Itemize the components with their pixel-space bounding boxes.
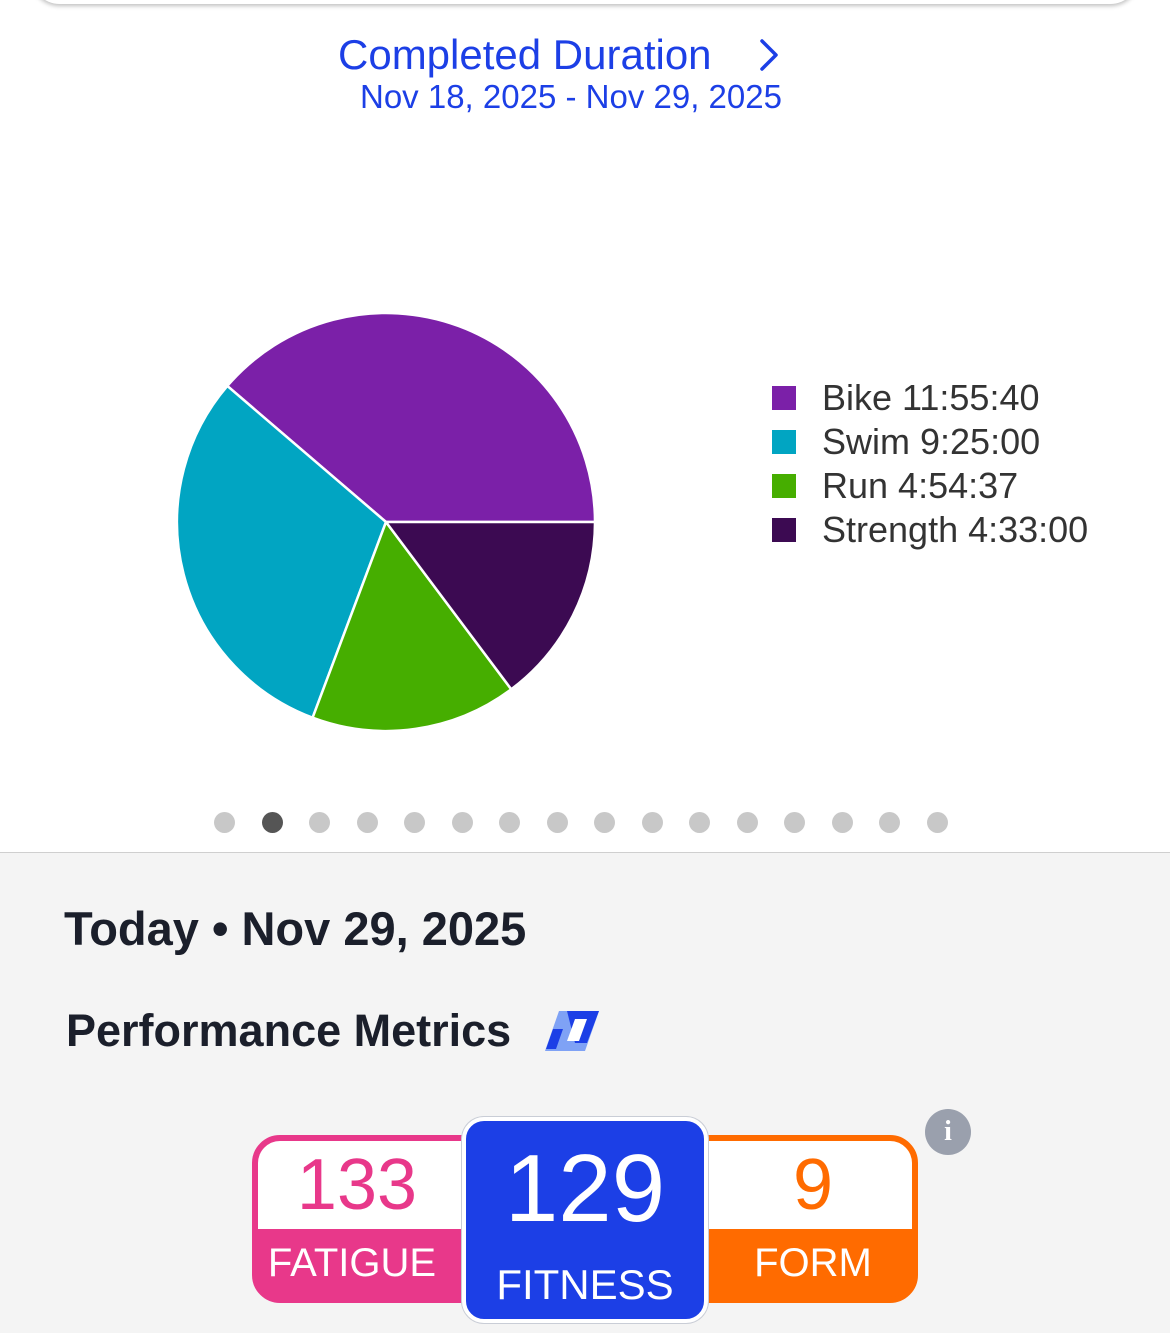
legend-item-strength: Strength 4:33:00 [772,508,1088,552]
chart-title: Completed Duration [338,31,712,78]
legend-swatch [772,386,796,410]
info-icon[interactable]: i [925,1109,971,1155]
chevron-right-icon [759,39,778,71]
fatigue-label: FATIGUE [267,1240,437,1285]
chart-legend: Bike 11:55:40 Swim 9:25:00 Run 4:54:37 Stre… [772,376,1088,552]
fitness-value: 129 [504,1135,666,1242]
fatigue-value: 133 [258,1141,476,1229]
fitness-label: FITNESS [496,1261,674,1308]
page-dot[interactable] [261,812,283,833]
page-dot[interactable] [641,812,663,833]
legend-item-swim: Swim 9:25:00 [772,420,1088,464]
pie-slice-swim [175,384,388,719]
page-indicator[interactable] [214,812,948,833]
form-value: 9 [696,1141,912,1229]
legend-swatch [772,518,796,542]
page-dot[interactable] [546,812,568,833]
pie-slice-run [311,520,513,733]
page-dot[interactable] [404,812,425,833]
page-dot[interactable] [736,812,758,833]
page-dot[interactable] [784,812,805,833]
form-metric[interactable]: 9 FORM [690,1135,918,1303]
metrics-panel: Today • Nov 29, 2025 Performance Metrics… [0,852,1170,1333]
page-dot[interactable] [214,812,235,833]
page-dot[interactable] [831,812,853,833]
duration-pie-chart [175,311,597,733]
page-dot[interactable] [451,812,473,833]
page-dot[interactable] [356,812,378,833]
date-range: Nov 18, 2025 - Nov 29, 2025 [360,78,782,115]
legend-label: Swim 9:25:00 [822,421,1041,462]
legend-label: Bike 11:55:40 [822,377,1040,418]
performance-title: Performance Metrics [66,1005,512,1056]
page-dot[interactable] [309,812,330,833]
page-dot[interactable] [879,812,900,833]
legend-item-bike: Bike 11:55:40 [772,376,1088,420]
legend-label: Strength 4:33:00 [822,509,1089,550]
completed-duration-link[interactable]: Completed Duration [338,30,780,80]
legend-label: Run 4:54:37 [822,465,1019,506]
pie-slice-strength [384,520,597,691]
fitness-metric[interactable]: 129 FITNESS [462,1117,708,1323]
top-card-edge [30,0,1140,4]
fatigue-metric[interactable]: 133 FATIGUE [252,1135,482,1303]
performance-header: Performance Metrics [66,1003,601,1059]
pie-slice-bike [226,311,597,524]
legend-item-run: Run 4:54:37 [772,464,1088,508]
form-label: FORM [754,1240,872,1285]
page-dot[interactable] [689,812,710,833]
page-dot[interactable] [926,812,948,833]
page-dot[interactable] [594,812,615,833]
today-date: Today • Nov 29, 2025 [64,902,527,955]
page-dot[interactable] [499,812,520,833]
legend-swatch [772,430,796,454]
legend-swatch [772,474,796,498]
trainingpeaks-logo-icon [545,1011,600,1051]
